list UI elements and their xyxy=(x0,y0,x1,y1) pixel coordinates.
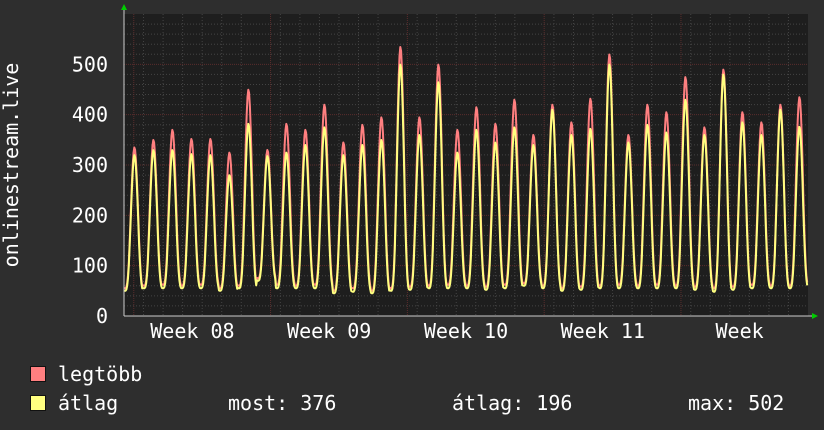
y-tick-label: 400 xyxy=(72,103,108,127)
legend-label-max: legtöbb xyxy=(58,362,143,386)
x-tick-label: Week 08 xyxy=(150,319,234,343)
axes xyxy=(121,4,818,319)
series-line-avg xyxy=(123,63,809,295)
series-avg xyxy=(123,63,809,295)
y-tick-label: 500 xyxy=(72,52,108,76)
legend-item-avg: átlag xyxy=(30,391,118,415)
y-tick-label: 0 xyxy=(96,304,108,328)
x-tick-label: Week 11 xyxy=(561,319,645,343)
legend-label-avg: átlag xyxy=(58,391,119,415)
stat-average: átlag: 196 xyxy=(452,391,573,415)
x-tick-label: Week xyxy=(716,319,764,343)
y-axis-label: onlinestream.live xyxy=(0,63,23,268)
legend-swatch-avg xyxy=(30,395,46,411)
stat-max: max: 502 xyxy=(688,391,785,415)
legend-swatch-max xyxy=(30,366,46,382)
y-tick-labels: 0 100 200 300 400 500 xyxy=(72,52,108,328)
x-axis-arrow xyxy=(812,313,818,319)
y-tick-label: 100 xyxy=(72,254,108,278)
y-tick-label: 300 xyxy=(72,153,108,177)
major-gridlines xyxy=(124,14,808,316)
legend-item-max: legtöbb xyxy=(30,362,142,386)
y-axis-arrow xyxy=(121,4,127,10)
x-tick-label: Week 10 xyxy=(424,319,508,343)
x-tick-label: Week 09 xyxy=(287,319,371,343)
stat-now: most: 376 xyxy=(228,391,337,415)
x-tick-labels: Week 08 Week 09 Week 10 Week 11 Week xyxy=(150,319,763,343)
y-tick-label: 200 xyxy=(72,203,108,227)
